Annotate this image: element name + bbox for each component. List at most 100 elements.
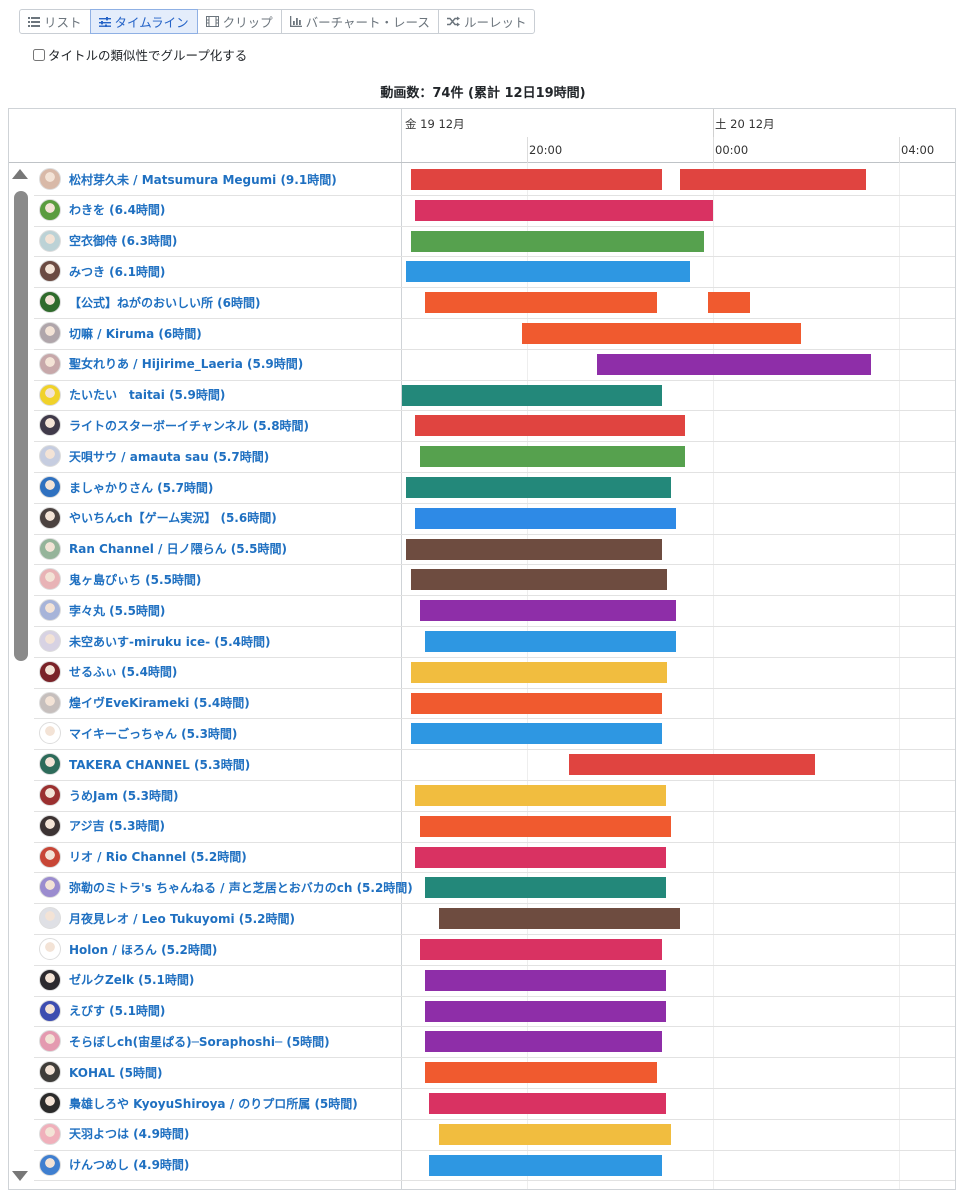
timeline-bar[interactable] [429,1093,667,1114]
timeline-bar[interactable] [410,230,704,252]
timeline-bar[interactable] [415,199,713,221]
tab-bar-chart[interactable]: バーチャート・レース [280,9,439,34]
channel-name-link[interactable]: 松村芽久未 / Matsumura Megumi (9.1時間) [69,172,337,187]
channel-name-link[interactable]: 未空あいす-miruku ice- (5.4時間) [69,634,271,649]
channel-name-link[interactable]: ライトのスターボーイチャンネル (5.8時間) [69,418,310,433]
channel-name-link[interactable]: けんつめし (4.9時間) [69,1158,190,1173]
timeline-row-label[interactable]: 未空あいす-miruku ice- (5.4時間) [35,626,400,656]
timeline-bar[interactable] [429,1154,662,1176]
timeline-bar[interactable] [415,785,667,806]
timeline-bar[interactable] [415,846,667,868]
timeline-row-label[interactable]: わきを (6.4時間) [35,195,400,225]
timeline-row-label[interactable]: たいたい taitai (5.9時間) [35,380,400,410]
timeline-row-label[interactable]: 空衣御侍 (6.3時間) [35,226,400,256]
timeline-bar[interactable] [406,538,662,560]
channel-name-link[interactable]: 月夜見レオ / Leo Tukuyomi (5.2時間) [69,911,295,926]
timeline-row-label[interactable]: 天唄サウ / amauta sau (5.7時間) [35,441,400,471]
timeline-row-label[interactable]: せるふぃ (5.4時間) [35,657,400,687]
timeline-bar[interactable] [424,631,676,652]
timeline-bar[interactable] [420,815,672,837]
timeline-bar[interactable] [680,169,867,190]
timeline-row-label[interactable]: 梟雄しろや KyoyuShiroya / のりプロ所属 (5時間) [35,1088,400,1118]
timeline-row-label[interactable]: リオ / Rio Channel (5.2時間) [35,842,400,872]
timeline-row-label[interactable]: やいちんch【ゲーム実況】 (5.6時間) [35,503,400,533]
timeline-row-label[interactable]: 聖女れりあ / Hijirime_Laeria (5.9時間) [35,349,400,379]
timeline-row-label[interactable]: みつき (6.1時間) [35,256,400,286]
timeline-bar[interactable] [438,1123,672,1145]
timeline-bar[interactable] [406,261,690,283]
scroll-up-arrow-icon[interactable] [12,169,28,179]
tab-sliders[interactable]: タイムライン [89,9,198,34]
channel-name-link[interactable]: 梟雄しろや KyoyuShiroya / のりプロ所属 (5時間) [69,1096,358,1111]
tab-film[interactable]: クリップ [196,9,282,34]
channel-name-link[interactable]: やいちんch【ゲーム実況】 (5.6時間) [69,511,277,526]
timeline-bar[interactable] [596,353,872,375]
timeline-row-label[interactable]: ライトのスターボーイチャンネル (5.8時間) [35,410,400,440]
channel-name-link[interactable]: うめJam (5.3時間) [69,788,179,803]
timeline-bar[interactable] [438,908,681,930]
timeline-bar[interactable] [708,292,751,314]
channel-name-link[interactable]: 聖女れりあ / Hijirime_Laeria (5.9時間) [69,357,304,372]
channel-name-link[interactable]: 孛々丸 (5.5時間) [69,603,166,618]
group-by-title-option[interactable]: タイトルの類似性でグループ化する [33,45,247,64]
timeline-bar[interactable] [406,477,672,498]
channel-name-link[interactable]: Holon / ほろん (5.2時間) [69,942,218,957]
scrollbar-thumb[interactable] [14,191,28,661]
timeline-row-label[interactable]: 煌イヴEveKirameki (5.4時間) [35,688,400,718]
timeline-bar[interactable] [568,754,816,776]
channel-name-link[interactable]: 弥勒のミトラ's ちゃんねる / 声と芝居とおバカのch (5.2時間) [69,880,413,895]
timeline-bar[interactable] [424,1062,658,1084]
channel-name-link[interactable]: 空衣御侍 (6.3時間) [69,234,178,249]
timeline-row-label[interactable]: 弥勒のミトラ's ちゃんねる / 声と芝居とおバカのch (5.2時間) [35,872,413,902]
timeline-bar[interactable] [402,384,662,406]
channel-name-link[interactable]: 切嘛 / Kiruma (6時間) [69,326,202,341]
timeline-row-label[interactable]: 月夜見レオ / Leo Tukuyomi (5.2時間) [35,903,400,933]
channel-name-link[interactable]: 煌イヴEveKirameki (5.4時間) [69,696,250,711]
channel-name-link[interactable]: アジ吉 (5.3時間) [69,819,165,834]
timeline-bar[interactable] [424,877,667,899]
channel-name-link[interactable]: 天羽よつは (4.9時間) [69,1127,190,1142]
timeline-row-label[interactable]: うめJam (5.3時間) [35,780,400,810]
timeline-row-label[interactable]: アジ吉 (5.3時間) [35,811,400,841]
channel-name-link[interactable]: ましゃかりさん (5.7時間) [69,480,214,495]
timeline-row-label[interactable]: 松村芽久未 / Matsumura Megumi (9.1時間) [35,164,400,194]
timeline-bar[interactable] [410,169,662,190]
timeline-row-label[interactable]: ゼルクZelk (5.1時間) [35,965,400,995]
channel-name-link[interactable]: TAKERA CHANNEL (5.3時間) [69,757,251,772]
timeline-row-label[interactable]: そらぼしch(宙星ぱる)─Soraphoshi─ (5時間) [35,1026,400,1056]
timeline-row-label[interactable]: 孛々丸 (5.5時間) [35,595,400,625]
timeline-bar[interactable] [410,723,662,745]
scroll-down-arrow-icon[interactable] [12,1171,28,1181]
timeline-row-label[interactable]: けんつめし (4.9時間) [35,1150,400,1180]
timeline-bar[interactable] [420,939,662,960]
tab-list[interactable]: リスト [19,9,91,34]
timeline-bar[interactable] [415,507,676,529]
channel-name-link[interactable]: たいたい taitai (5.9時間) [69,388,226,403]
timeline-bar[interactable] [420,600,676,622]
channel-name-link[interactable]: Ran Channel / 日ノ隈らん (5.5時間) [69,542,287,557]
timeline-row-label[interactable]: マイキーごっちゃん (5.3時間) [35,718,400,748]
timeline-bar[interactable] [410,661,667,683]
channel-name-link[interactable]: みつき (6.1時間) [69,264,166,279]
channel-name-link[interactable]: そらぼしch(宙星ぱる)─Soraphoshi─ (5時間) [69,1034,330,1049]
channel-name-link[interactable]: ゼルクZelk (5.1時間) [69,973,195,988]
tab-shuffle[interactable]: ルーレット [437,9,536,34]
timeline-row-label[interactable]: Holon / ほろん (5.2時間) [35,934,400,964]
channel-name-link[interactable]: わきを (6.4時間) [69,203,166,218]
channel-name-link[interactable]: せるふぃ (5.4時間) [69,665,178,680]
timeline-bar[interactable] [424,969,667,991]
timeline-bar[interactable] [424,1031,662,1053]
timeline-row-label[interactable]: TAKERA CHANNEL (5.3時間) [35,749,400,779]
channel-name-link[interactable]: 【公式】ねがのおいしい所 (6時間) [69,295,261,310]
timeline-bar[interactable] [410,569,667,591]
timeline-row-label[interactable]: えびす (5.1時間) [35,996,400,1026]
channel-name-link[interactable]: マイキーごっちゃん (5.3時間) [69,726,238,741]
timeline-row-label[interactable]: Ran Channel / 日ノ隈らん (5.5時間) [35,534,400,564]
channel-name-link[interactable]: KOHAL (5時間) [69,1065,163,1080]
timeline-bar[interactable] [410,692,662,714]
channel-name-link[interactable]: 鬼ヶ島ぴぃち (5.5時間) [69,572,202,587]
channel-name-link[interactable]: えびす (5.1時間) [69,1004,166,1019]
timeline-row-label[interactable]: 天羽よつは (4.9時間) [35,1119,400,1149]
timeline-bar[interactable] [415,415,686,437]
timeline-row-label[interactable]: ましゃかりさん (5.7時間) [35,472,400,502]
